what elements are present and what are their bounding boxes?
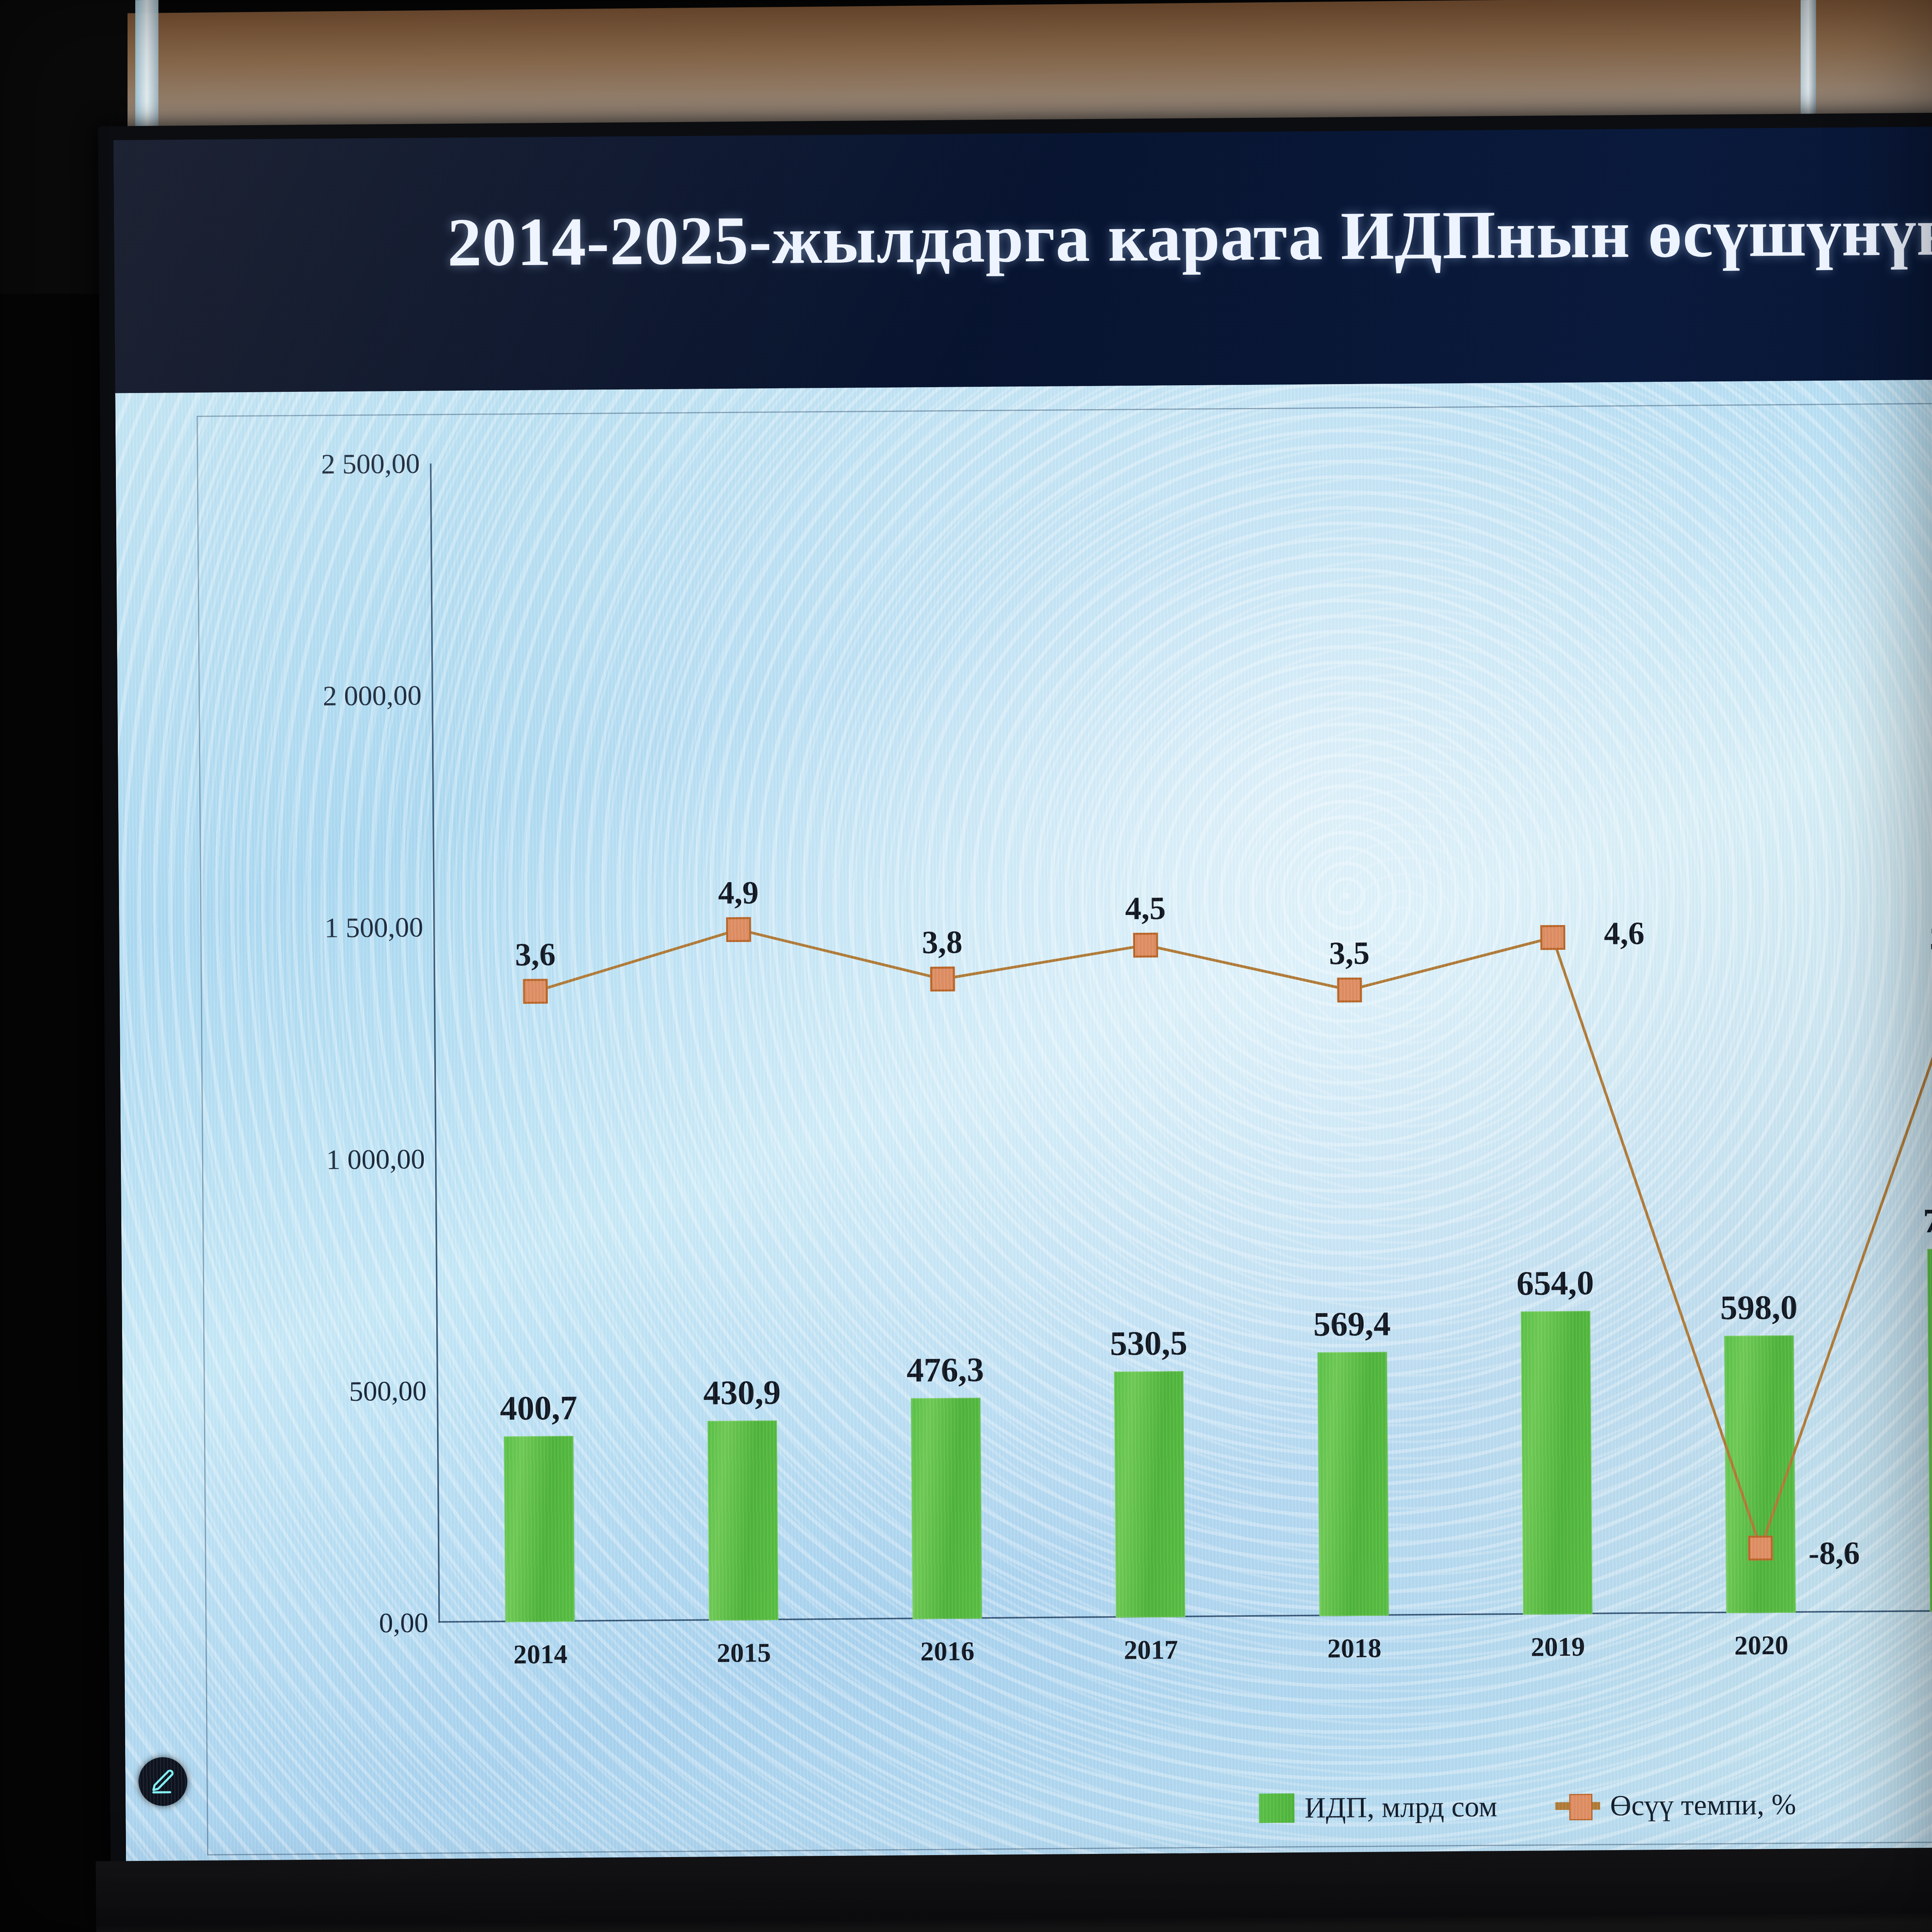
line-value-label: 4,6 (1604, 914, 1645, 952)
bar[interactable] (1114, 1371, 1185, 1618)
bar-value-label: 530,5 (1110, 1323, 1187, 1363)
line-value-label: 3,5 (1329, 934, 1370, 972)
slide-body: 0,00 500,00 1 000,00 1 500,00 2 000,00 2 500,… (115, 373, 1932, 1898)
x-axis-tick-label: 2016 (920, 1636, 975, 1667)
bar-series: 400,72014430,92015476,32016530,52017569,… (430, 446, 1932, 1622)
line-value-label: -8,6 (1808, 1534, 1860, 1572)
legend-swatch-bar-icon (1259, 1793, 1295, 1823)
bar-value-label: 654,0 (1516, 1263, 1594, 1303)
bar-value-label: 430,9 (703, 1372, 781, 1412)
bar-value-label: 569,4 (1313, 1304, 1391, 1344)
chart-legend: ИДП, млрд сом Өсүү темпи, % (208, 1780, 1932, 1833)
bar[interactable] (911, 1398, 982, 1619)
chart-frame: 0,00 500,00 1 000,00 1 500,00 2 000,00 2 500,… (197, 396, 1932, 1855)
slide-title-bar: 2014-2025-жылдарга карата ИДПнын өсүшүнү… (113, 120, 1932, 393)
bar[interactable] (707, 1420, 779, 1621)
line-value-label: 3,6 (1930, 920, 1932, 957)
y-axis-left-tick-label: 2 000,00 (323, 679, 432, 713)
x-axis-tick-label: 2017 (1124, 1634, 1178, 1665)
speaker-grill (96, 1925, 1932, 1932)
bar[interactable] (1725, 1335, 1796, 1613)
y-axis-left-tick-label: 0,00 (379, 1606, 439, 1639)
bar[interactable] (1927, 1248, 1932, 1612)
bar[interactable] (1520, 1311, 1592, 1615)
x-axis-tick-label: 2020 (1734, 1630, 1789, 1661)
legend-item-gdp[interactable]: ИДП, млрд сом (1259, 1789, 1497, 1825)
x-axis-tick-label: 2019 (1531, 1631, 1585, 1663)
line-value-label: 4,9 (718, 874, 759, 912)
x-axis-tick-label: 2015 (717, 1637, 771, 1668)
bar[interactable] (1317, 1352, 1389, 1616)
line-value-label: 3,8 (922, 923, 963, 961)
line-value-label: 3,6 (515, 935, 556, 973)
line-value-label: 4,5 (1125, 889, 1166, 927)
legend-label-growth-rate: Өсүү темпи, % (1610, 1787, 1796, 1823)
y-axis-left-tick-label: 2 500,00 (321, 447, 430, 481)
bar[interactable] (504, 1436, 575, 1622)
bar-column[interactable]: 782,82021 (1930, 1611, 1932, 1612)
bar-column[interactable]: 430,92015 (709, 1620, 779, 1621)
legend-item-growth-rate[interactable]: Өсүү темпи, % (1555, 1787, 1796, 1823)
y-axis-left-tick-label: 1 000,00 (326, 1143, 435, 1176)
page-title: 2014-2025-жылдарга карата ИДПнын өсүшүнү… (114, 185, 1932, 285)
pencil-icon[interactable] (138, 1757, 187, 1806)
bar-value-label: 476,3 (906, 1350, 984, 1390)
bar-column[interactable]: 654,02019 (1523, 1614, 1592, 1615)
legend-label-gdp: ИДП, млрд сом (1304, 1789, 1497, 1825)
x-axis-tick-label: 2018 (1327, 1633, 1382, 1664)
y-axis-left-tick-label: 1 500,00 (325, 911, 434, 944)
bar-value-label: 598,0 (1720, 1287, 1798, 1327)
bar-value-label: 782,8 (1923, 1200, 1932, 1240)
legend-swatch-line-icon (1555, 1802, 1600, 1810)
chart-plot-area: 0,00500,001 000,001 500,002 000,002 500,… (430, 446, 1932, 1622)
presentation-screen: 2014-2025-жылдарга карата ИДПнын өсүшүнү… (113, 120, 1932, 1898)
room-photo: 2014-2025-жылдарга карата ИДПнын өсүшүнү… (0, 0, 1932, 1932)
bar-value-label: 400,7 (500, 1388, 577, 1428)
y-axis-left-tick-label: 500,00 (349, 1374, 437, 1408)
x-axis-tick-label: 2014 (513, 1639, 568, 1670)
